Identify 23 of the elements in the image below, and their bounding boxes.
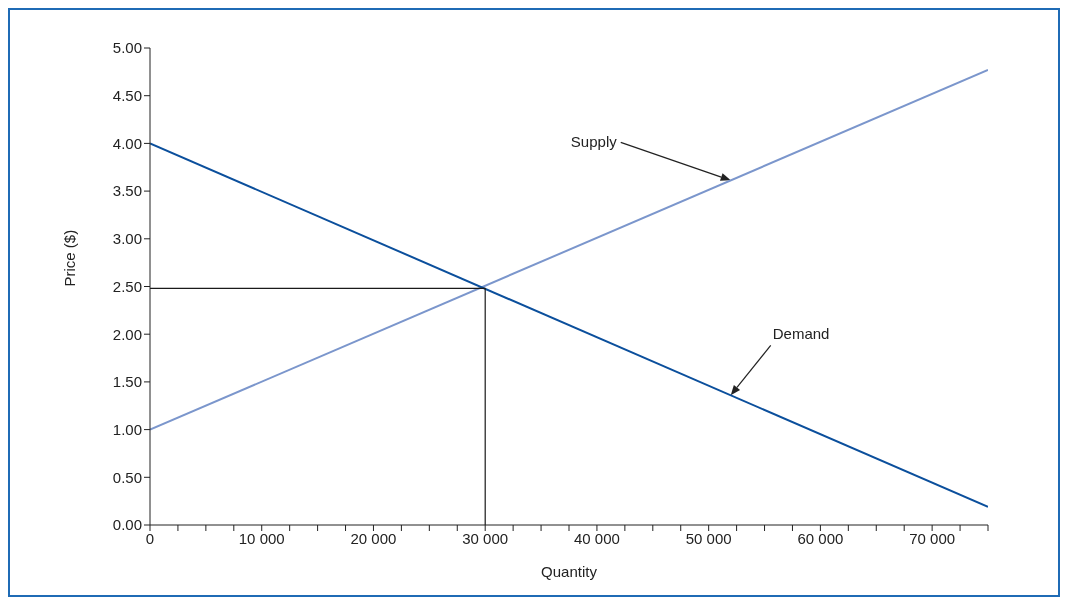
y-tick-label: 1.50 [112, 373, 142, 391]
y-tick-label: 2.50 [112, 277, 142, 295]
y-tick-label: 2.00 [112, 325, 142, 343]
y-tick-label: 3.50 [112, 182, 142, 200]
annotation: Demand [772, 325, 830, 343]
y-tick-label: 0.00 [112, 516, 142, 534]
x-tick-label: 50 000 [685, 529, 732, 547]
y-tick-label: 5.00 [112, 39, 142, 57]
x-tick-label: 20 000 [350, 529, 397, 547]
y-tick-label: 4.00 [112, 134, 142, 152]
y-tick-label: 3.00 [112, 230, 142, 248]
x-tick-label: 0 [145, 529, 155, 547]
x-tick-label: 40 000 [573, 529, 620, 547]
x-tick-label: 30 000 [462, 529, 509, 547]
annotation: Supply [570, 133, 618, 151]
x-axis-title: Quantity [541, 563, 598, 580]
y-tick-label: 4.50 [112, 87, 142, 105]
x-tick-label: 70 000 [909, 529, 956, 547]
x-tick-label: 60 000 [797, 529, 844, 547]
y-axis-title: Price ($) [61, 229, 79, 287]
y-tick-label: 0.50 [112, 468, 142, 486]
x-tick-label: 10 000 [238, 529, 285, 547]
y-tick-label: 1.00 [112, 420, 142, 438]
